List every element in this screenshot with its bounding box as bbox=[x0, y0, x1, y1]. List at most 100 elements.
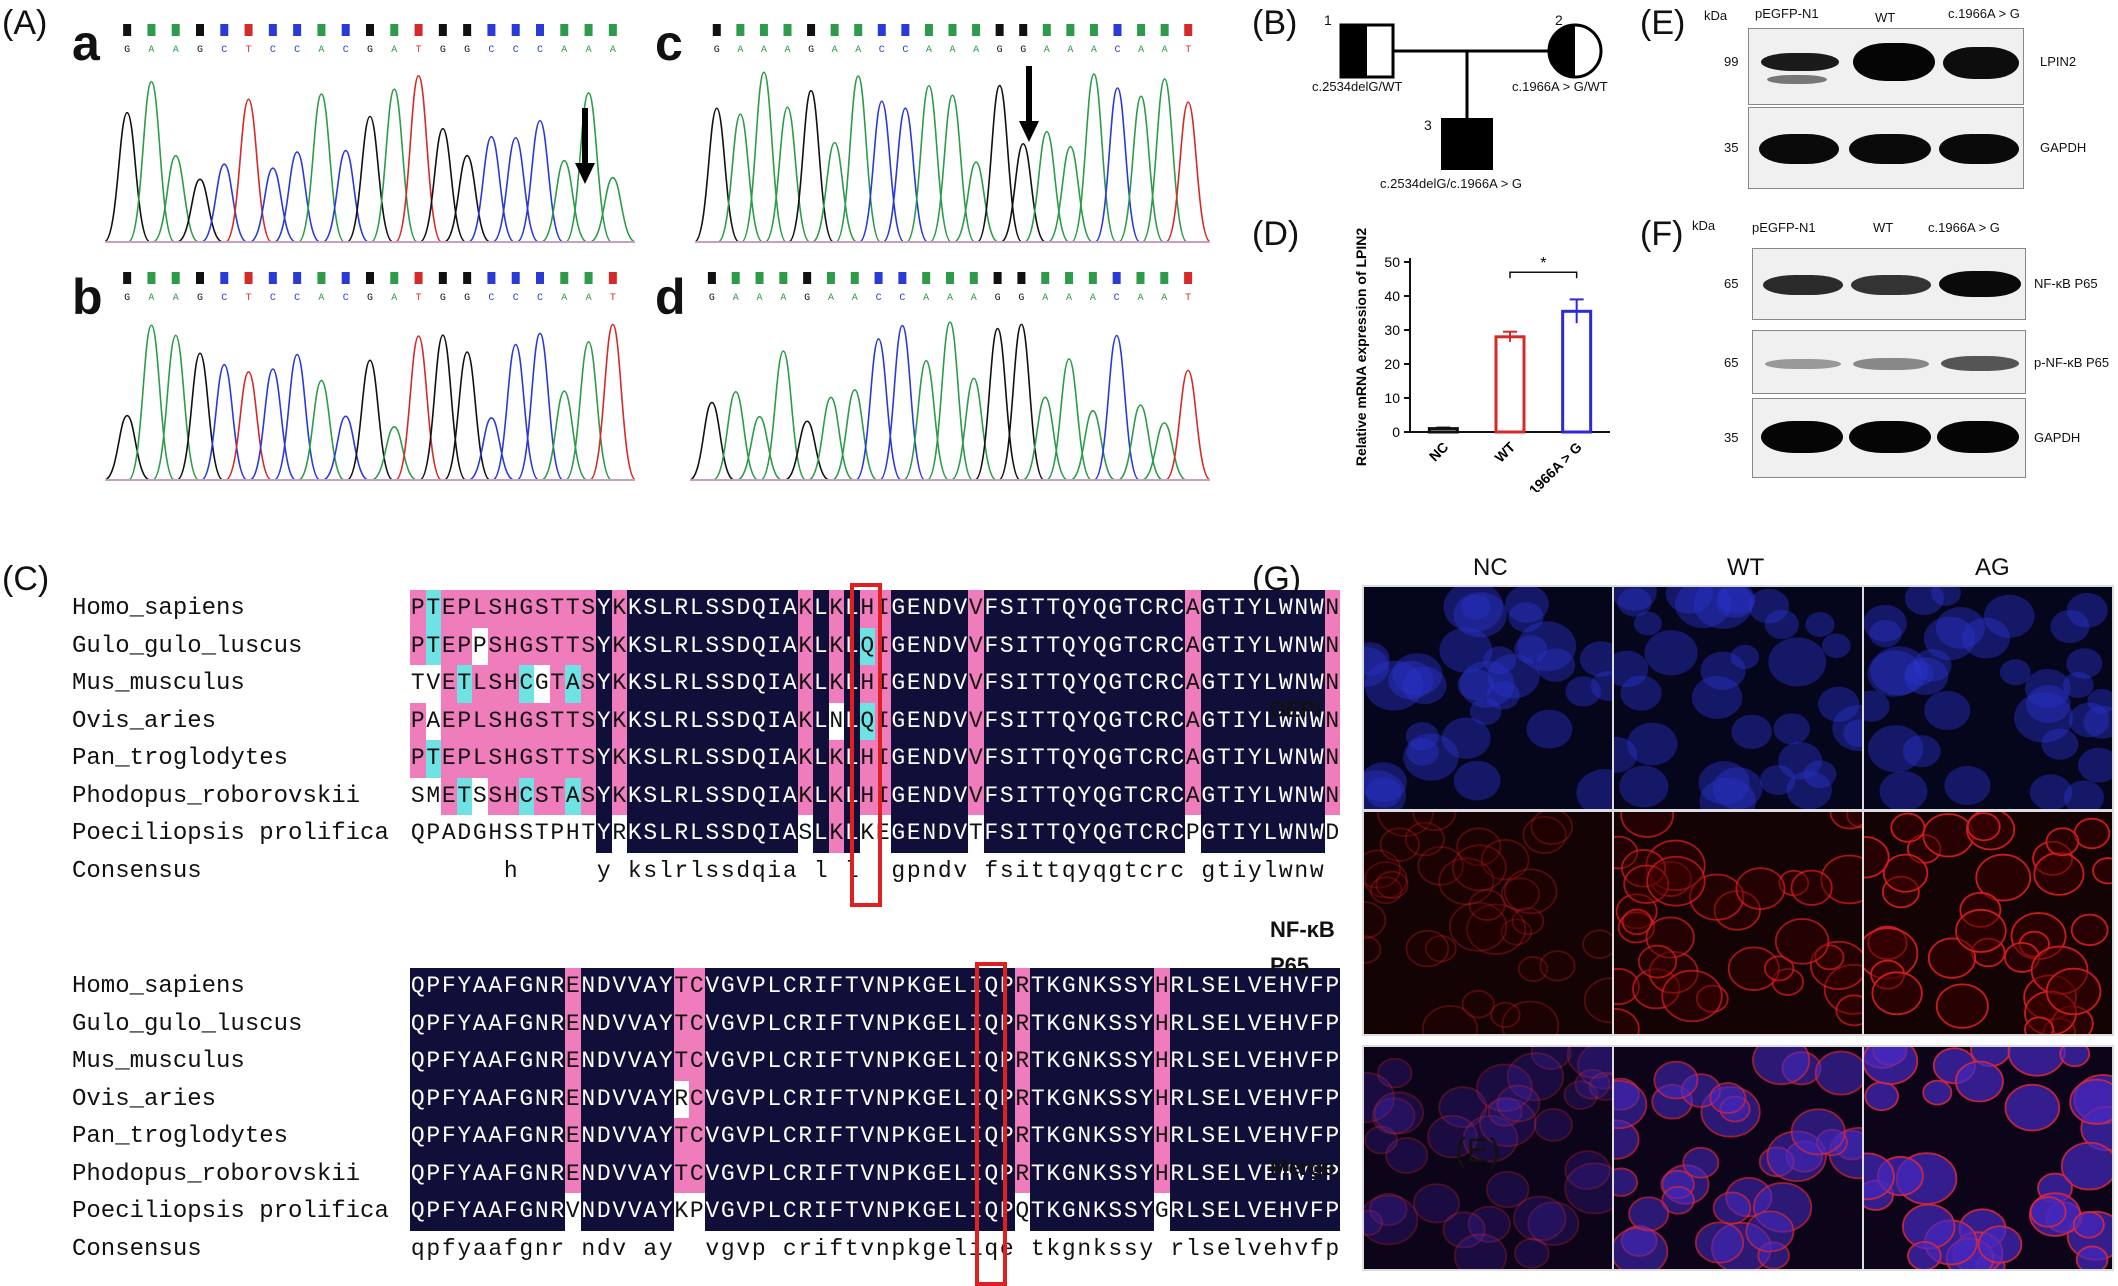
residue: f bbox=[1309, 1235, 1324, 1262]
residue: V bbox=[611, 1118, 627, 1156]
residue: E bbox=[1262, 1155, 1278, 1193]
residue: H bbox=[1278, 1005, 1294, 1043]
cell-shape bbox=[1530, 1047, 1572, 1070]
residue: W bbox=[1309, 740, 1325, 778]
base-letter: C bbox=[221, 293, 227, 304]
residue: L bbox=[813, 777, 829, 815]
base-call-marker bbox=[438, 24, 447, 36]
base-letter: C bbox=[294, 293, 300, 304]
residue: T bbox=[673, 1118, 689, 1156]
residue: S bbox=[1200, 1080, 1216, 1118]
cell-shape bbox=[1405, 929, 1450, 968]
residue: S bbox=[1200, 1155, 1216, 1193]
base-letter: G bbox=[997, 45, 1003, 56]
residue: S bbox=[1107, 1005, 1123, 1043]
cell-shape bbox=[1583, 977, 1612, 1024]
residue: K bbox=[1045, 1193, 1061, 1231]
residue: A bbox=[642, 1118, 658, 1156]
residue: Q bbox=[1092, 627, 1108, 665]
base-letter: T bbox=[416, 293, 422, 304]
trace-peak bbox=[1117, 95, 1165, 243]
cell-shape bbox=[1693, 587, 1753, 629]
residue: P bbox=[751, 1043, 767, 1081]
cell-shape bbox=[1790, 869, 1833, 906]
residue: T bbox=[1030, 702, 1046, 740]
base-letter: C bbox=[343, 293, 349, 304]
base-letter: A bbox=[761, 45, 767, 56]
residue: l bbox=[1232, 1235, 1247, 1262]
trace-peak bbox=[811, 141, 858, 243]
residue: A bbox=[565, 777, 581, 815]
residue: H bbox=[1278, 1043, 1294, 1081]
residue: I bbox=[1014, 815, 1030, 853]
bar bbox=[1494, 335, 1526, 434]
residue: C bbox=[782, 1080, 798, 1118]
residue: T bbox=[1045, 740, 1061, 778]
trace-peak bbox=[322, 415, 370, 481]
micrograph-dapi-ag bbox=[1862, 585, 2114, 811]
residue: F bbox=[828, 1080, 844, 1118]
y-tick-label: 0 bbox=[1392, 424, 1400, 440]
residue: i bbox=[813, 1235, 828, 1262]
cell-shape bbox=[1424, 934, 1457, 963]
sub-label-b: b bbox=[72, 269, 103, 325]
residue: S bbox=[1200, 968, 1216, 1006]
trace-peak bbox=[467, 135, 515, 243]
residue: V bbox=[627, 968, 643, 1006]
residue bbox=[565, 853, 581, 891]
cell-shape bbox=[1379, 827, 1420, 862]
residue: A bbox=[642, 1193, 658, 1231]
base-letter: A bbox=[1067, 45, 1073, 56]
residue: E bbox=[1216, 1155, 1232, 1193]
residue: K bbox=[797, 627, 813, 665]
residue: A bbox=[472, 968, 488, 1006]
base-call-marker bbox=[803, 272, 812, 284]
residue: t bbox=[1216, 857, 1231, 884]
residue: S bbox=[1200, 1118, 1216, 1156]
residue: R bbox=[1169, 1005, 1185, 1043]
cell-shape bbox=[1675, 587, 1732, 629]
residue: Y bbox=[456, 1080, 472, 1118]
residue: H bbox=[1154, 968, 1170, 1006]
residue: F bbox=[828, 1193, 844, 1231]
residue: e bbox=[1263, 1235, 1278, 1262]
residue: s bbox=[705, 857, 720, 884]
base-call-marker bbox=[511, 272, 520, 284]
residue: G bbox=[890, 777, 906, 815]
residue: r bbox=[798, 1235, 813, 1262]
cell-shape bbox=[1563, 1080, 1598, 1110]
cell-shape bbox=[1699, 777, 1756, 809]
cell-shape bbox=[1536, 648, 1576, 682]
residue: F bbox=[503, 968, 519, 1006]
residue: C bbox=[1169, 740, 1185, 778]
residue: r bbox=[550, 1235, 565, 1262]
cell-shape bbox=[1617, 587, 1652, 617]
residue: Q bbox=[1061, 590, 1077, 628]
residue: L bbox=[813, 665, 829, 703]
base-letter: C bbox=[343, 45, 349, 56]
sub-label-d: d bbox=[655, 269, 686, 325]
residue: I bbox=[766, 665, 782, 703]
residue: A bbox=[642, 1080, 658, 1118]
cell-shape bbox=[1506, 1052, 1565, 1102]
cell-shape bbox=[1438, 1086, 1488, 1128]
trace-peak bbox=[998, 323, 1045, 481]
residue: E bbox=[937, 1080, 953, 1118]
base-call-marker bbox=[366, 272, 374, 284]
residue: H bbox=[565, 815, 581, 853]
residue: N bbox=[534, 1118, 550, 1156]
residue: L bbox=[766, 1080, 782, 1118]
base-call-marker bbox=[712, 24, 721, 36]
residue: T bbox=[1030, 968, 1046, 1006]
trace-peak bbox=[249, 368, 297, 481]
residue: S bbox=[1200, 1005, 1216, 1043]
residue: H bbox=[1278, 1118, 1294, 1156]
residue: S bbox=[999, 665, 1015, 703]
cell-shape bbox=[1530, 812, 1574, 846]
residue: G bbox=[720, 1043, 736, 1081]
residue: E bbox=[906, 702, 922, 740]
residue: p bbox=[906, 857, 921, 884]
residue: G bbox=[518, 968, 534, 1006]
residue: R bbox=[797, 1005, 813, 1043]
